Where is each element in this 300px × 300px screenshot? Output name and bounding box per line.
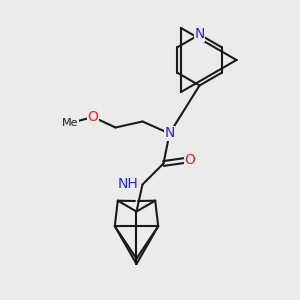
Text: NH: NH <box>117 178 138 191</box>
Text: N: N <box>164 127 175 140</box>
Text: N: N <box>194 28 205 41</box>
Text: O: O <box>88 110 98 124</box>
Text: Me: Me <box>62 118 79 128</box>
Text: O: O <box>184 154 195 167</box>
